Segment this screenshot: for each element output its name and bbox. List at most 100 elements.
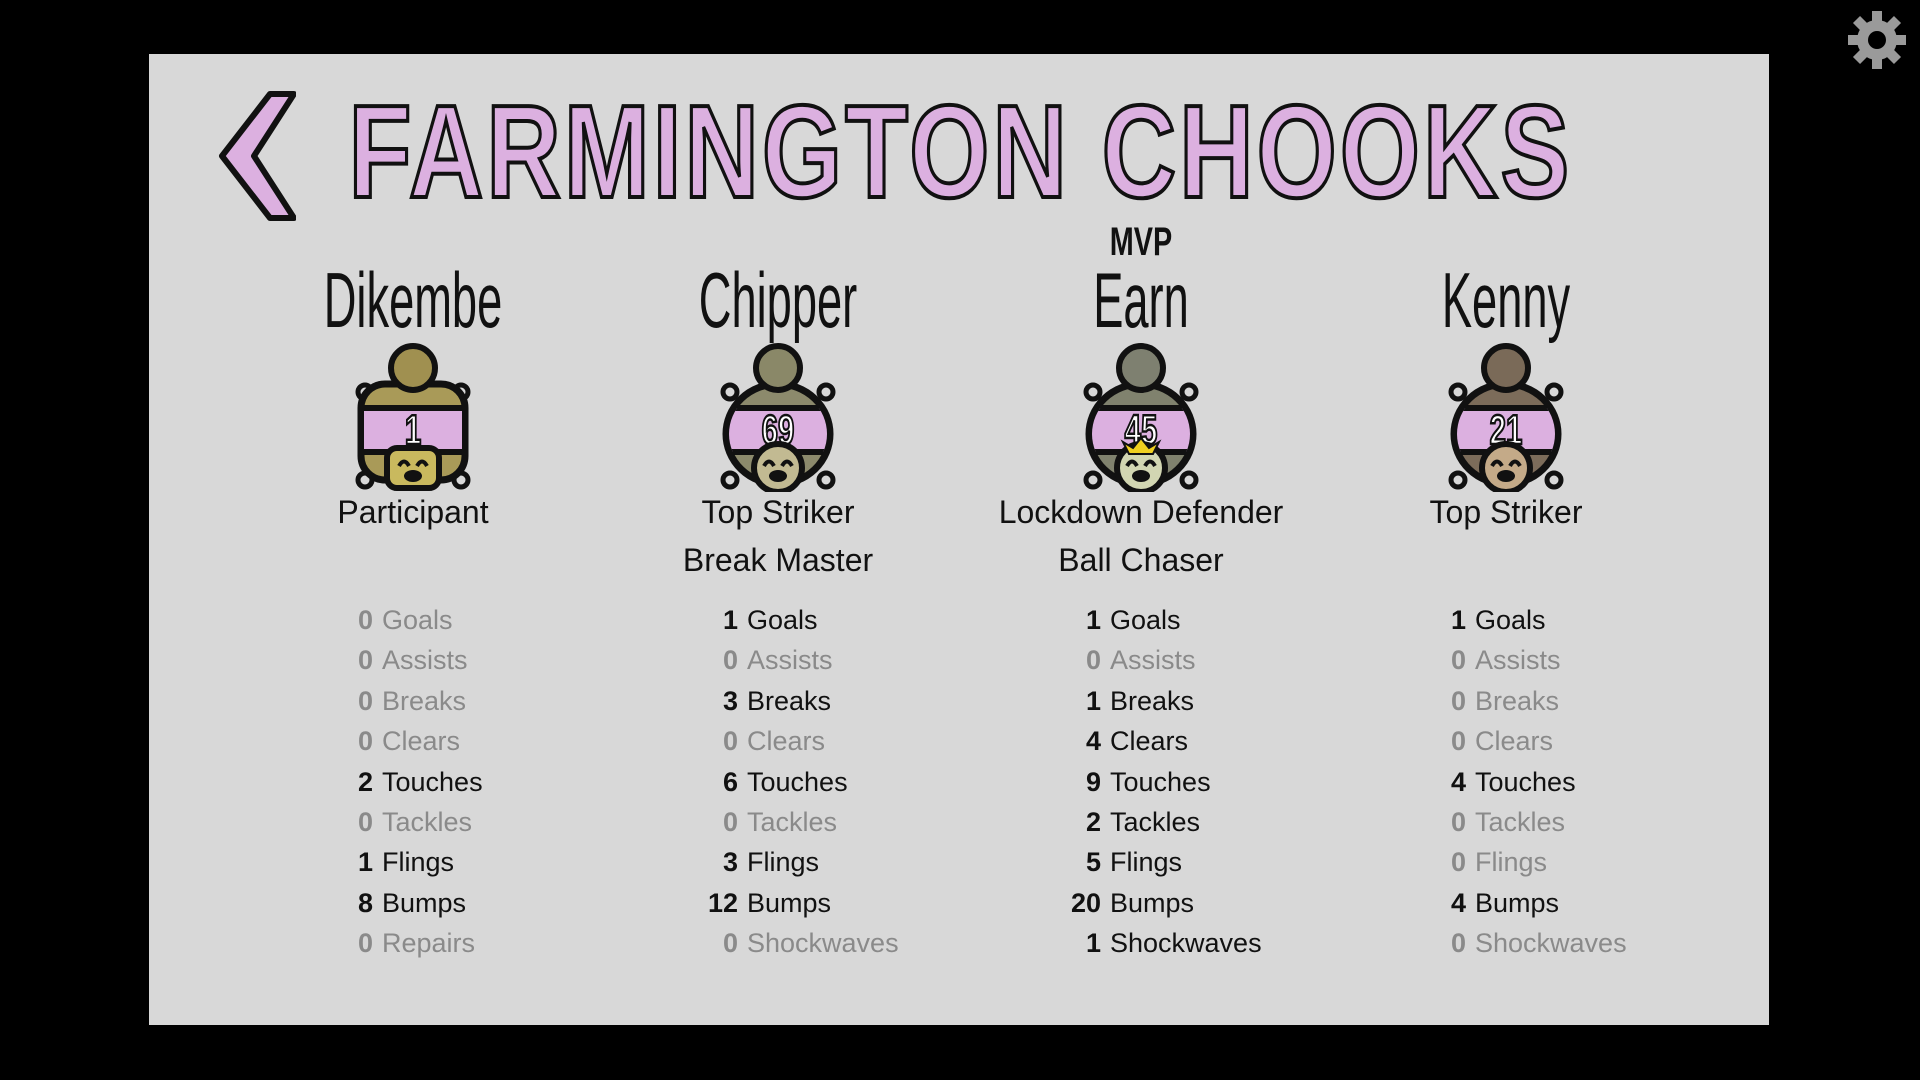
award-label: Lockdown Defender [998,494,1284,530]
back-button[interactable] [218,90,296,222]
player-avatar: 45 [1083,343,1199,492]
stat-value: 0 [357,726,373,757]
stat-label: Tackles [1110,807,1201,837]
team-name: FARMINGTON CHOOKS [347,78,1572,225]
stat-label: Flings [1110,847,1183,878]
stat-value: 0 [1450,726,1466,757]
stat-row: 2 Touches [233,762,593,802]
stat-value: 6 [722,766,738,797]
stat-row: 8 Bumps [233,883,593,923]
stat-label: Clears [747,726,826,757]
stat-label: Assists [1475,645,1561,676]
stat-value: 2 [357,766,373,797]
gear-icon[interactable] [1846,9,1908,71]
stat-label: Goals [1475,605,1546,635]
stat-label: Goals [747,605,818,635]
stat-row: 0 Breaks [233,681,593,721]
stat-label: Touches [382,766,483,797]
stat-row: 0 Shockwaves [598,923,958,963]
stat-row: 3 Breaks [598,681,958,721]
stat-label: Goals [1110,605,1181,635]
stat-label: Goals [382,605,453,635]
stat-label: Shockwaves [747,928,899,959]
stat-value: 0 [357,645,373,676]
stat-row: 2 Tackles [961,802,1321,842]
stat-value: 4 [1085,726,1101,757]
player-card: Kenny 21 Top Striker 1 Goals 0 Assists 0… [1326,0,1686,1080]
stat-label: Breaks [1475,685,1560,716]
stat-label: Flings [747,847,820,878]
stat-row: 0 Flings [1326,842,1686,882]
stat-row: 0 Clears [233,721,593,761]
stat-label: Shockwaves [1475,928,1627,959]
stat-label: Clears [1475,726,1554,757]
stat-value: 2 [1085,807,1101,837]
player-avatar: 1 [355,343,471,491]
stat-label: Clears [1110,726,1189,757]
stat-label: Breaks [382,685,467,716]
stat-row: 0 Assists [233,640,593,680]
player-card: Chipper 69 Top Striker Break Master 1 Goa… [598,0,958,1080]
stat-value: 0 [357,685,373,716]
player-card: MVP Earn 45 Lockdown Defender Ball Chaser … [961,0,1321,1080]
stat-label: Tackles [747,807,838,837]
stat-row: 20 Bumps [961,883,1321,923]
stat-value: 20 [1070,887,1101,918]
jersey-number: 1 [405,406,421,454]
stat-label: Assists [1110,645,1196,676]
crown-icon [1120,436,1162,455]
stat-label: Breaks [747,685,832,716]
stat-value: 5 [1085,847,1101,878]
stat-label: Bumps [1475,887,1560,918]
stat-row: 6 Touches [598,762,958,802]
stat-value: 8 [357,887,373,918]
stat-label: Bumps [1110,887,1195,918]
stat-row: 0 Assists [961,640,1321,680]
stat-row: 1 Goals [1326,600,1686,640]
award-label: Break Master [682,542,874,578]
stat-label: Touches [747,766,848,797]
stat-value: 0 [1450,685,1466,716]
award-label: Participant [337,494,489,530]
stat-row: 3 Flings [598,842,958,882]
stat-value: 9 [1085,766,1101,797]
stat-row: 1 Goals [961,600,1321,640]
stat-value: 0 [1085,645,1101,676]
stat-row: 1 Breaks [961,681,1321,721]
stat-row: 0 Repairs [233,923,593,963]
stat-row: 12 Bumps [598,883,958,923]
stat-row: 0 Clears [598,721,958,761]
stat-value: 0 [357,928,373,959]
stat-value: 1 [1450,605,1466,635]
player-name: Chipper [698,256,858,344]
stat-value: 0 [722,645,738,676]
stat-row: 4 Clears [961,721,1321,761]
stat-row: 9 Touches [961,762,1321,802]
player-card: Dikembe 1 Participant 0 Goals 0 Assists … [233,0,593,1080]
stat-row: 1 Shockwaves [961,923,1321,963]
stat-value: 0 [722,807,738,837]
stat-row: 0 Goals [233,600,593,640]
stat-row: 0 Tackles [233,802,593,842]
stat-label: Assists [747,645,833,676]
stat-value: 1 [357,847,373,878]
stat-value: 1 [1085,928,1101,959]
stat-value: 0 [722,928,738,959]
stat-value: 0 [1450,928,1466,959]
stat-label: Touches [1110,766,1211,797]
stat-row: 0 Tackles [598,802,958,842]
stat-value: 0 [1450,847,1466,878]
stat-value: 12 [707,887,738,918]
award-label: Top Striker [701,494,855,530]
award-label: Ball Chaser [1058,542,1224,578]
stat-value: 1 [722,605,738,635]
stat-label: Shockwaves [1110,928,1262,959]
player-avatar: 69 [720,343,836,492]
stat-row: 0 Breaks [1326,681,1686,721]
stat-label: Assists [382,645,468,676]
stat-row: 4 Bumps [1326,883,1686,923]
stat-label: Tackles [1475,807,1566,837]
stat-value: 4 [1450,887,1466,918]
stat-label: Touches [1475,766,1576,797]
stat-value: 0 [1450,645,1466,676]
